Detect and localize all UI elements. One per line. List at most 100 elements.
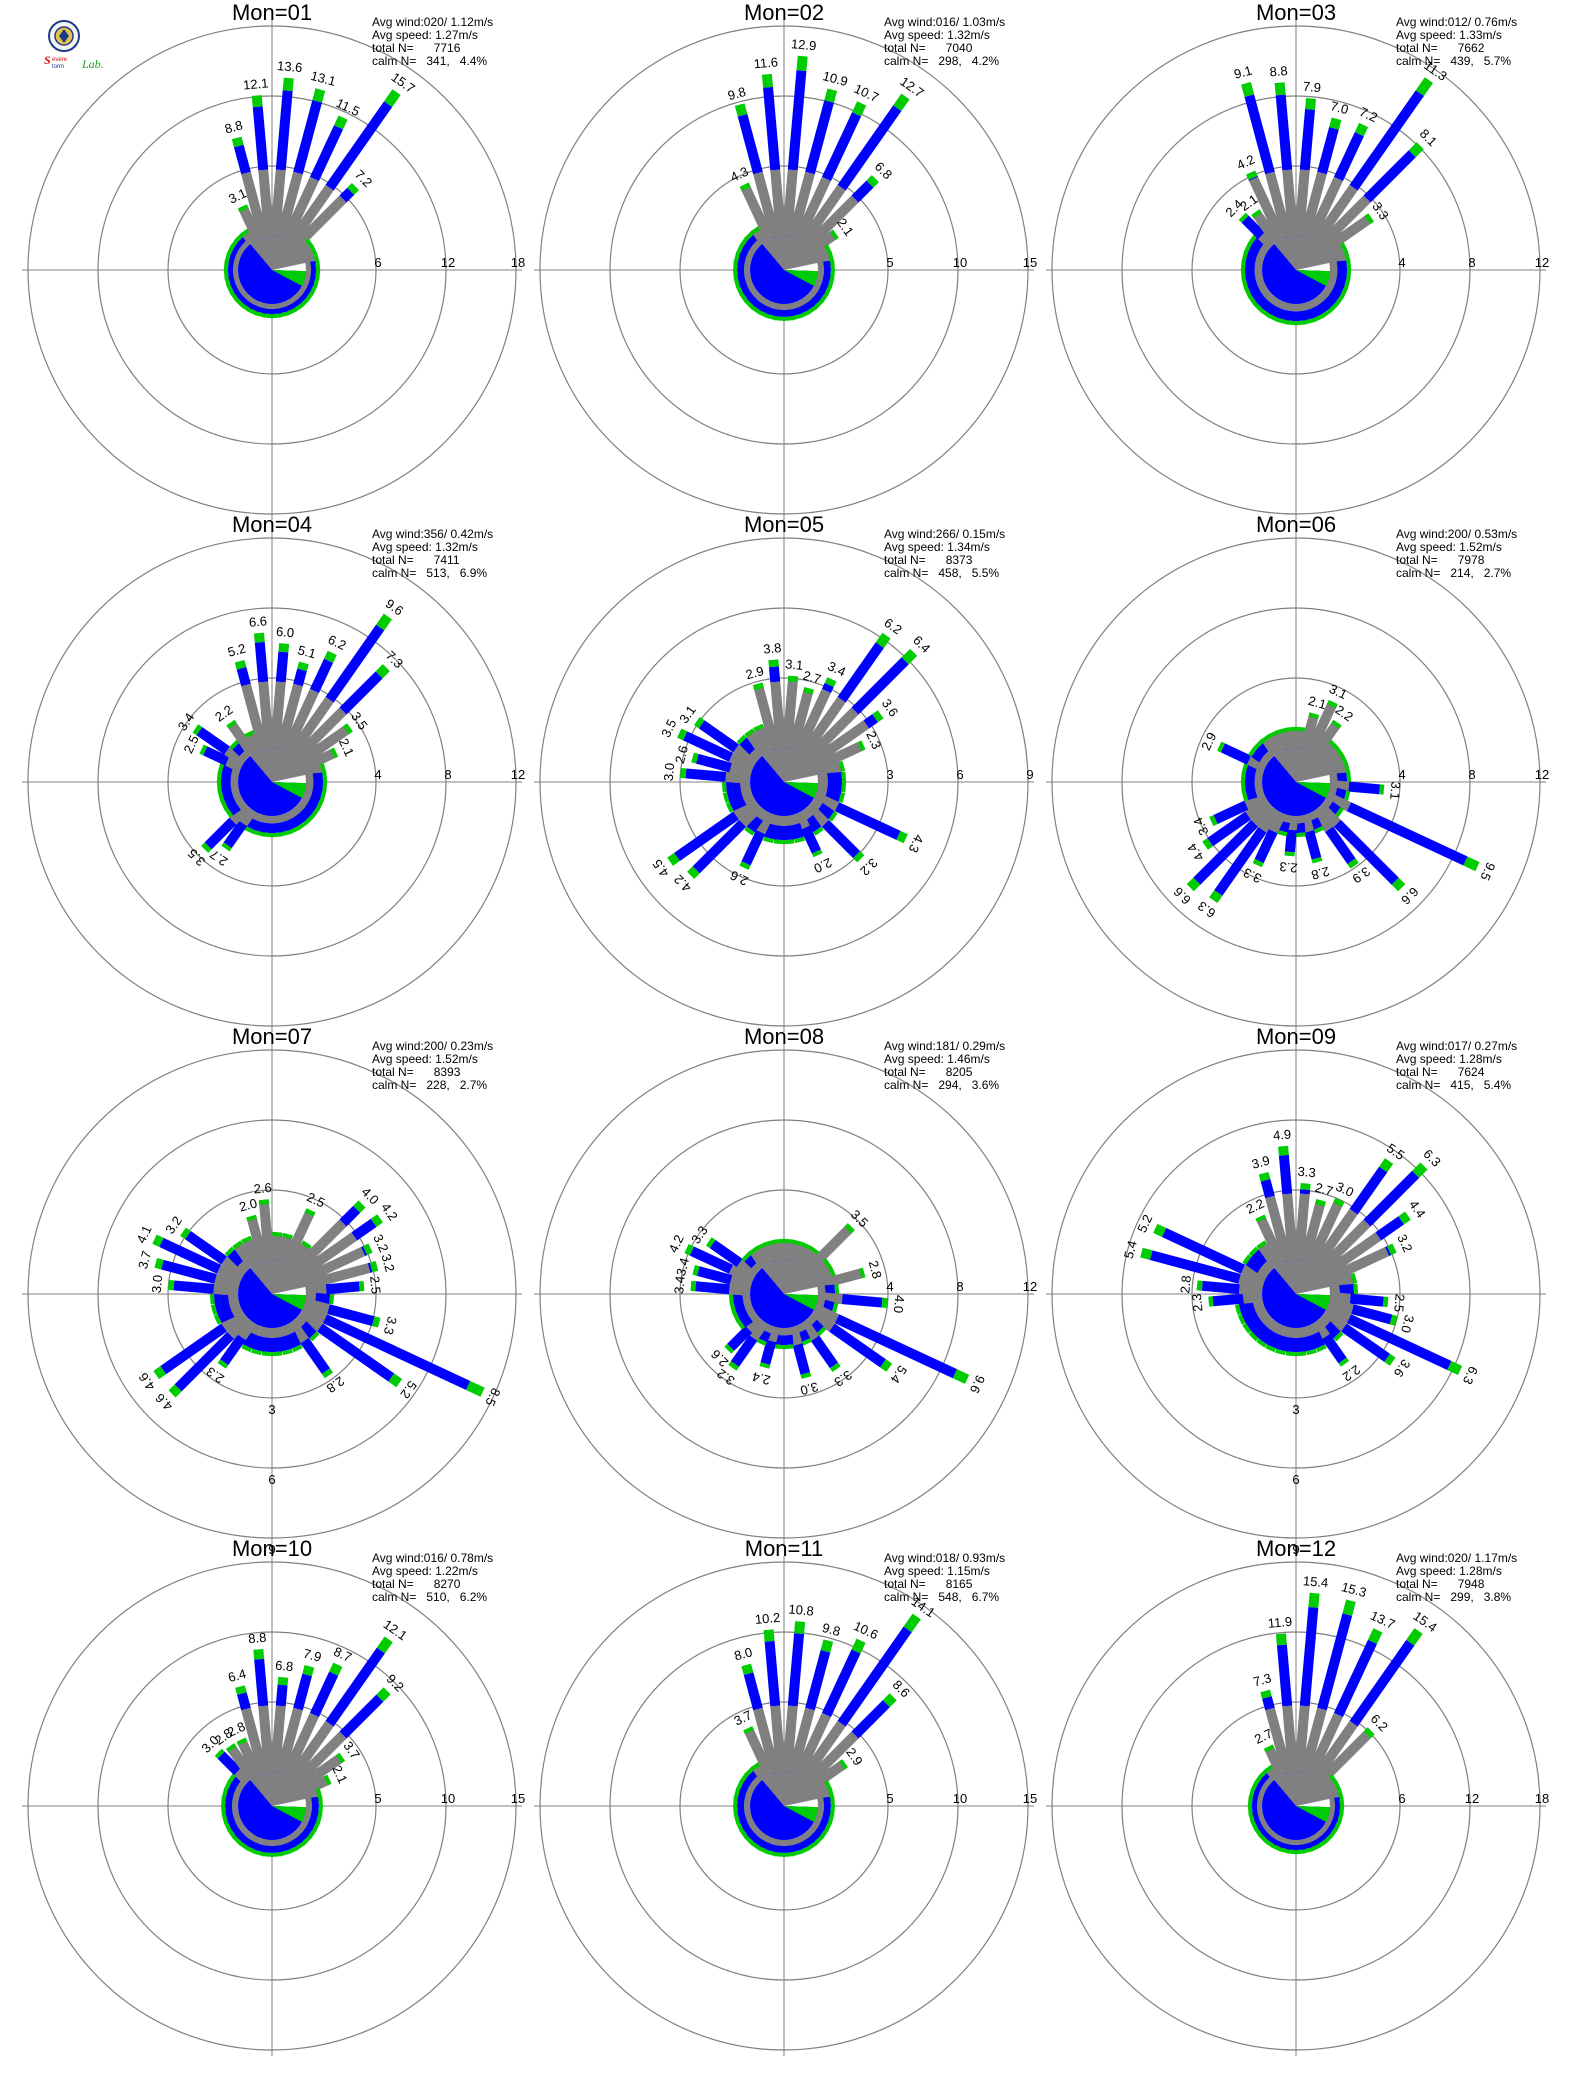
petal-value-label: 6.3 (1460, 1364, 1481, 1387)
avg-wind-text: Avg wind:020/ 1.12m/s (372, 15, 493, 29)
petal-gray-segment (246, 1217, 269, 1263)
petal-value-label: 11.9 (1267, 1614, 1293, 1631)
petal-green-segment (287, 1846, 299, 1855)
petal-green-segment (310, 807, 320, 818)
petal-value-label: 2.5 (180, 733, 201, 756)
petal-green-segment (1339, 1804, 1345, 1816)
petal-value-label: 5.1 (296, 642, 317, 661)
petal-green-segment (903, 1613, 921, 1633)
radial-tick-label: 5 (886, 1791, 893, 1806)
petal-blue-segment (695, 753, 732, 773)
petal-green-segment (739, 182, 751, 192)
petal-green-segment (241, 1344, 253, 1353)
petal-green-segment (221, 842, 232, 852)
petal-gray-segment (225, 756, 244, 773)
petal-blue-segment (325, 101, 393, 191)
avg-wind-text: Avg wind:016/ 1.03m/s (884, 15, 1005, 29)
petal-green-segment (768, 659, 779, 668)
petal-green-segment (741, 1663, 754, 1675)
petal-gray-segment (733, 744, 760, 767)
petal-blue-segment (293, 668, 307, 687)
petal-gray-segment (812, 741, 864, 773)
petal-green-segment (1234, 1304, 1242, 1315)
petal-blue-segment (760, 1339, 777, 1365)
petal-blue-segment (315, 1292, 331, 1305)
petal-green-segment (224, 276, 231, 288)
petal-value-label: 3.5 (658, 717, 679, 740)
petal-green-segment (691, 752, 699, 764)
petal-blue-segment (821, 819, 861, 859)
petal-blue-segment (1321, 1333, 1347, 1364)
petal-value-label: 3.3 (1241, 865, 1264, 886)
petal-gray-segment (300, 748, 337, 773)
petal-value-label: 2.6 (253, 1180, 272, 1197)
petal-green-segment (859, 1267, 866, 1279)
petal-blue-segment (351, 1218, 377, 1241)
petal-green-segment (724, 1343, 735, 1354)
petal-green-segment (1238, 212, 1249, 223)
petal-blue-segment (325, 1281, 360, 1295)
petal-value-label: 4.2 (378, 1200, 401, 1223)
petal-gray-segment (1305, 1200, 1344, 1266)
petal-gray-segment (259, 1202, 275, 1261)
calm-sector-green (272, 270, 306, 286)
petal-value-label: 2.5 (305, 1189, 328, 1210)
petal-gray-segment (1324, 791, 1352, 812)
petal-gray-segment (258, 169, 275, 237)
petal-gray-segment (287, 1318, 309, 1344)
petal-green-segment (154, 1258, 164, 1270)
petal-value-label: 2.7 (1252, 1726, 1275, 1747)
petal-value-label: 3.4 (825, 658, 848, 679)
radial-tick-label: 12 (511, 767, 525, 782)
petal-green-segment (1308, 712, 1320, 719)
petal-blue-segment (217, 1307, 235, 1324)
petal-gray-segment (292, 195, 347, 250)
petal-green-segment (739, 236, 749, 248)
avg-speed-text: Avg speed: 1.33m/s (1396, 28, 1502, 42)
petal-green-segment (1248, 234, 1258, 245)
petal-green-segment (736, 734, 747, 745)
petal-gray-segment (216, 1264, 244, 1285)
petal-value-label: 5.5 (1384, 1140, 1407, 1163)
petal-gray-segment (296, 1232, 358, 1279)
petal-green-segment (313, 252, 320, 264)
chart-title: Mon=03 (1256, 0, 1336, 25)
petal-green-segment (773, 839, 784, 845)
petal-blue-segment (1276, 1644, 1293, 1707)
petal-green-segment (763, 836, 774, 844)
petal-gray-segment (303, 1263, 371, 1291)
petal-gray-segment (227, 721, 257, 758)
petal-green-segment (800, 1372, 812, 1379)
petal-green-segment (802, 687, 814, 695)
total-n-text: total N= 7411 (372, 553, 460, 567)
petal-blue-segment (1339, 1283, 1355, 1296)
petal-green-segment (761, 73, 773, 88)
calm-sector-green (784, 270, 818, 286)
petal-green-segment (1334, 295, 1344, 306)
petal-green-segment (330, 747, 339, 759)
petal-green-segment (216, 781, 222, 792)
petal-gray-segment (756, 810, 775, 835)
petal-green-segment (787, 675, 799, 683)
petal-green-segment (316, 799, 324, 810)
chart-title: Mon=05 (744, 512, 824, 537)
svg-text:evere: evere (52, 57, 68, 63)
petal-green-segment (705, 1237, 716, 1249)
petal-green-segment (813, 826, 824, 836)
petal-blue-segment (695, 1281, 730, 1295)
petal-gray-segment (258, 1705, 275, 1773)
petal-blue-segment (851, 1700, 890, 1739)
wind-rose-mon-05: 3 6 93.12.7 3.46.26.43.62.34.33.22.02.64.24… (534, 512, 1034, 1032)
petal-green-segment (792, 1239, 804, 1247)
petal-green-segment (783, 1344, 794, 1350)
petal-green-segment (1328, 302, 1339, 313)
petal-green-segment (1398, 1211, 1411, 1225)
petal-green-segment (324, 650, 337, 663)
petal-blue-segment (339, 1205, 361, 1227)
svg-text:Lab.: Lab. (81, 57, 104, 71)
chart-title: Mon=09 (1256, 1024, 1336, 1049)
petal-green-segment (820, 1639, 834, 1653)
petal-gray-segment (300, 1246, 366, 1285)
petal-value-label: 3.3 (1369, 199, 1392, 222)
calm-sector-white (784, 1286, 818, 1296)
